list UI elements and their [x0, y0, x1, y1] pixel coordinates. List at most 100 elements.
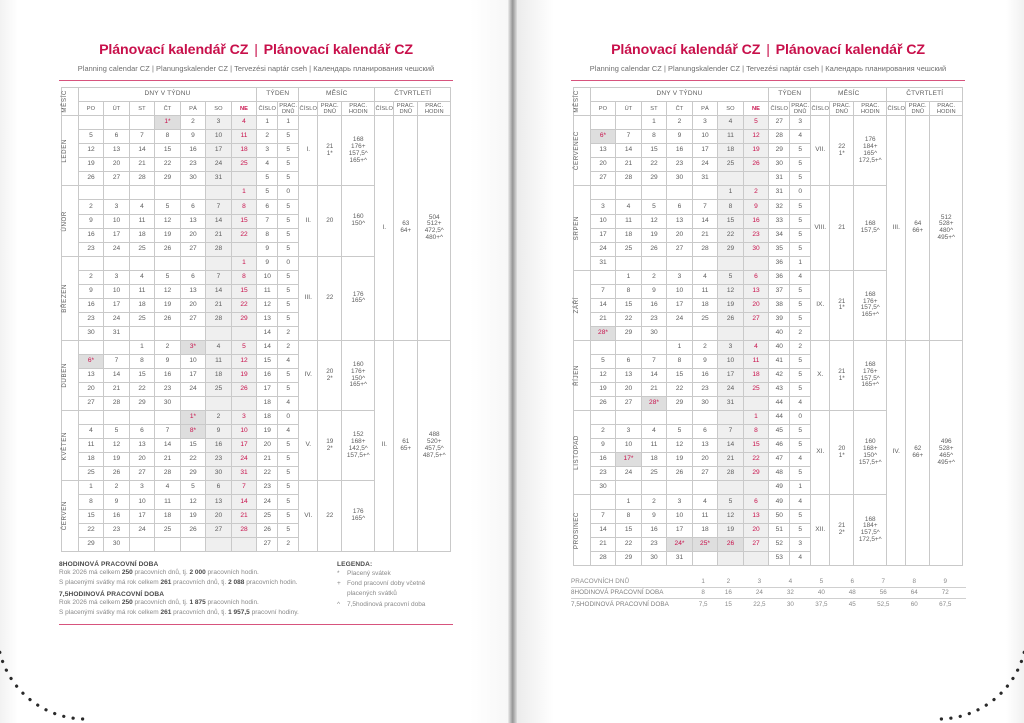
day-cell: 25* [691, 536, 719, 552]
value-line: 512+ [427, 220, 442, 228]
calendar-row: 18 19 20 21 22 23 24 21 5 [61, 452, 451, 468]
month-name-label: ZÁŘÍ [572, 297, 580, 314]
value-line: 150^ [863, 451, 878, 459]
value-line: 157,5+^ [346, 451, 370, 459]
day-cell: 18 [128, 297, 156, 313]
day-cell: 19 [717, 522, 744, 538]
day-cell [717, 410, 744, 426]
week-number-cell: 5 [256, 171, 279, 187]
day-cell: 27 [615, 396, 642, 412]
calendar-row: SRPEN 1 2 31 0 VIII. 21 168 157,5^ [572, 185, 963, 271]
week-workdays-cell: 5 [277, 297, 300, 313]
day-cell: 30 [154, 396, 181, 412]
month-workhours-cell: 168 184+ 157,5^ 172,5+^ [853, 494, 888, 566]
t: Rok 2026 má celkem [59, 568, 122, 576]
t: S placenými svátky má rok celkem [59, 578, 161, 586]
value-line: 20 [326, 216, 334, 224]
col-month-workdays: PRAC. DNŮ [829, 101, 855, 117]
week-workdays-cell: 5 [789, 466, 812, 482]
week-workdays-cell: 4 [277, 396, 300, 412]
day-cell: 14 [103, 368, 130, 384]
day-cell: 19 [103, 452, 130, 468]
col-group-week: TÝDEN [256, 87, 300, 103]
page-left: Plánovací kalendář CZ | Plánovací kalend… [0, 0, 512, 723]
week-workdays-cell: 5 [789, 424, 812, 440]
value-line: 157,5^ [348, 149, 368, 157]
day-cell: 29 [230, 311, 258, 327]
day-cell [128, 536, 156, 552]
day-cell: 31 [717, 396, 744, 412]
month-name-cell: ZÁŘÍ [572, 269, 591, 341]
calendar-row: ZÁŘÍ 1 2 3 4 5 6 36 4 IX. 21 1* 168 176+ 157,5^ 165+^ [572, 269, 963, 341]
week-workdays-cell: 5 [277, 227, 300, 243]
calendar-row: 11 12 13 14 15 16 17 20 5 [61, 438, 451, 454]
week-number-cell: 51 [768, 522, 791, 538]
summary-value-cell: 4 [788, 578, 793, 586]
week-workdays-cell: 5 [789, 311, 812, 327]
day-cell: 16 [640, 522, 668, 538]
t: 261 [160, 578, 172, 586]
value-line: 160 [352, 213, 364, 221]
week-number-cell: 49 [768, 494, 791, 510]
day-cell [615, 410, 642, 426]
day-cell: 3 [103, 269, 130, 285]
day-cell: 11 [615, 213, 642, 229]
day-cell: 23 [666, 157, 693, 173]
day-cell: 17 [717, 368, 744, 384]
month-workhours-cell: 176 165^ [341, 480, 376, 552]
day-cell: 19 [640, 227, 668, 243]
week-workdays-cell: 5 [789, 522, 812, 538]
col-weekday-pá: PÁ [179, 101, 207, 117]
col-group-month-label: MĚSÍC [60, 90, 68, 113]
day-cell: 25 [205, 382, 232, 398]
day-cell: 12 [77, 143, 105, 159]
value-line: 64 [914, 220, 922, 228]
week-workdays-cell: 3 [789, 115, 812, 131]
day-cell [154, 255, 181, 271]
day-cell: 26 [717, 536, 744, 552]
col-weekday-po: PO [589, 101, 617, 117]
value-line: 2* [326, 374, 333, 382]
week-number-cell: 44 [768, 410, 791, 426]
day-cell [205, 396, 232, 412]
day-cell: 16 [691, 368, 719, 384]
day-cell: 5 [640, 199, 668, 215]
value-line: 150^ [351, 374, 366, 382]
day-cell: 18 [230, 143, 258, 159]
value-line: 176 [864, 136, 876, 144]
value-line: 157,5^ [860, 227, 880, 235]
day-cell [230, 241, 258, 257]
summary-value-cell: 30 [779, 598, 802, 610]
day-cell: 6 [615, 353, 642, 370]
week-number-cell: 24 [256, 494, 279, 510]
day-cell: 13 [128, 438, 156, 454]
col-week-workdays: PRAC. DNŮ [277, 101, 300, 117]
day-cell: 9 [589, 438, 617, 454]
week-number-cell: 40 [768, 325, 791, 341]
t: pracovních hodin. [244, 578, 298, 586]
month-number-cell: IV. [298, 339, 319, 412]
day-cell: 22 [717, 227, 744, 243]
week-number-cell: 45 [768, 424, 791, 440]
day-cell: 13 [179, 283, 207, 299]
col-weekday-po: PO [77, 101, 105, 117]
week-number-cell: 10 [256, 269, 279, 285]
day-cell: 5 [154, 269, 181, 285]
value-line: VII. [815, 146, 826, 154]
day-cell: 8 [615, 283, 642, 299]
day-cell: 13 [589, 143, 617, 159]
day-cell: 26 [666, 466, 693, 482]
value-line: 21 [838, 367, 846, 375]
day-cell: 19 [717, 297, 744, 313]
table-header-groups: MĚSÍC DNY V TÝDNU TÝDEN MĚSÍC ČTVRTLETÍ [60, 87, 452, 117]
day-cell: 26 [742, 157, 770, 173]
month-workhours-cell: 160 176+ 150^ 165+^ [341, 339, 376, 412]
week-number-cell: 2 [256, 129, 279, 145]
value-line: 157,5^ [860, 374, 880, 382]
quarter-number-cell: II. [374, 339, 395, 552]
month-number-cell: V. [298, 410, 319, 482]
day-cell: 6 [179, 199, 207, 215]
day-cell: 25 [742, 382, 770, 398]
page-title-text-1: Plánovací kalendář CZ [99, 42, 249, 58]
book-spine [508, 0, 517, 723]
